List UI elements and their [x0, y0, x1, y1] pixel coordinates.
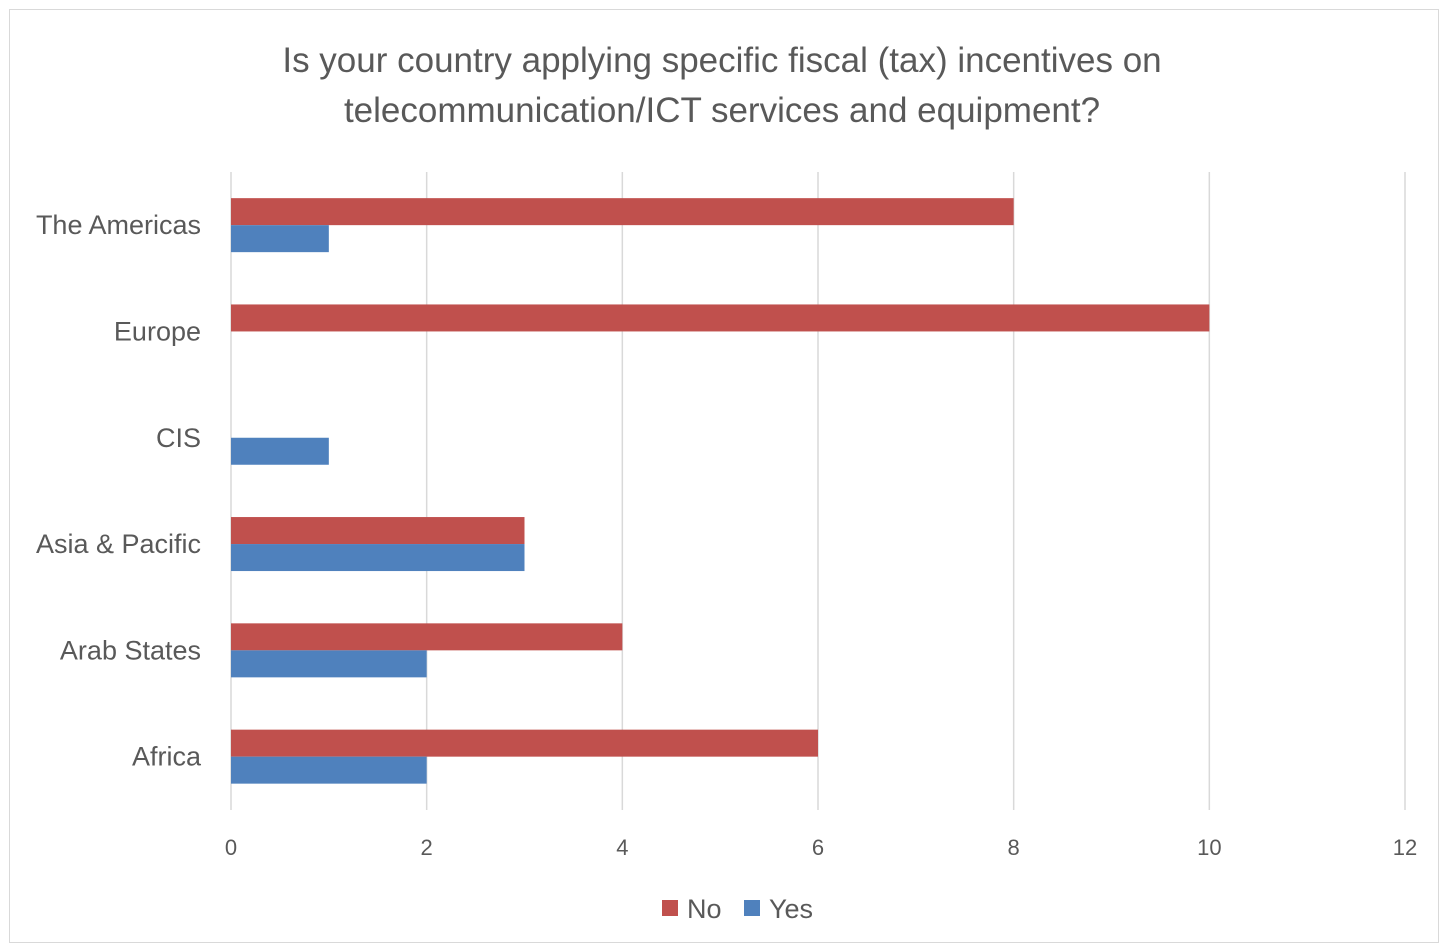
bar-no-asia-pacific [231, 517, 525, 545]
legend-label-yes: Yes [769, 894, 813, 924]
category-label: Africa [132, 742, 202, 772]
category-label: Arab States [60, 635, 201, 665]
x-tick-label: 12 [1393, 835, 1417, 860]
legend-swatch-no [662, 900, 678, 916]
x-tick-label: 2 [421, 835, 433, 860]
legend-label-no: No [687, 894, 722, 924]
bar-no-africa [231, 729, 818, 757]
bar-no-the-americas [231, 198, 1014, 226]
x-tick-label: 0 [225, 835, 237, 860]
x-tick-label: 8 [1008, 835, 1020, 860]
chart-title: Is your country applying specific fiscal… [0, 36, 1444, 136]
category-label: Europe [114, 316, 201, 346]
chart-title-line-2: telecommunication/ICT services and equip… [343, 91, 1101, 130]
category-label: CIS [156, 423, 201, 453]
bar-no-arab-states [231, 623, 623, 651]
chart-title-line-1: Is your country applying specific fiscal… [282, 41, 1162, 80]
bar-no-europe [231, 304, 1210, 332]
bar-yes-cis [231, 437, 329, 465]
bar-yes-arab-states [231, 650, 427, 678]
x-tick-label: 10 [1197, 835, 1221, 860]
x-tick-label: 4 [616, 835, 628, 860]
category-label: Asia & Pacific [36, 529, 201, 559]
x-tick-label: 6 [812, 835, 824, 860]
legend-swatch-yes [744, 900, 760, 916]
bar-yes-asia-pacific [231, 544, 525, 572]
bar-yes-africa [231, 756, 427, 784]
chart-frame [9, 9, 1439, 943]
bar-yes-the-americas [231, 225, 329, 253]
category-label: The Americas [36, 210, 201, 240]
